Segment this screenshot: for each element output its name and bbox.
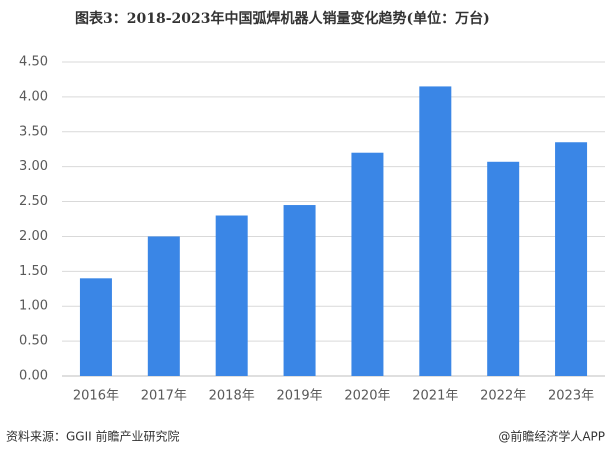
- x-tick-label: 2020年: [344, 389, 390, 404]
- y-tick-label: 4.50: [19, 55, 48, 70]
- y-tick-label: 2.00: [19, 229, 48, 244]
- y-tick-label: 1.00: [19, 299, 48, 314]
- y-tick-label: 3.50: [19, 124, 48, 139]
- y-tick-label: 0.00: [19, 369, 48, 384]
- bar: [419, 86, 452, 376]
- chart-title: 图表3：2018-2023年中国弧焊机器人销量变化趋势(单位：万台): [75, 10, 490, 27]
- x-tick-label: 2018年: [209, 389, 255, 404]
- x-tick-label: 2016年: [73, 389, 119, 404]
- x-tick-label: 2023年: [548, 389, 594, 404]
- bar: [79, 278, 112, 376]
- credit: @前瞻经济学人APP: [498, 429, 605, 444]
- bar: [555, 142, 588, 376]
- y-tick-label: 3.00: [19, 159, 48, 174]
- y-tick-label: 4.00: [19, 89, 48, 104]
- bar: [351, 152, 384, 376]
- x-tick-label: 2017年: [141, 389, 187, 404]
- bar: [215, 215, 248, 376]
- source: 资料来源：GGII 前瞻产业研究院: [6, 429, 180, 444]
- y-tick-label: 0.50: [19, 334, 48, 349]
- x-tick-label: 2022年: [480, 389, 526, 404]
- x-tick-label: 2019年: [277, 389, 323, 404]
- bar: [283, 205, 316, 376]
- y-tick-label: 1.50: [19, 264, 48, 279]
- y-tick-label: 2.50: [19, 194, 48, 209]
- x-tick-label: 2021年: [412, 389, 458, 404]
- bar: [487, 161, 520, 376]
- bar: [147, 236, 180, 376]
